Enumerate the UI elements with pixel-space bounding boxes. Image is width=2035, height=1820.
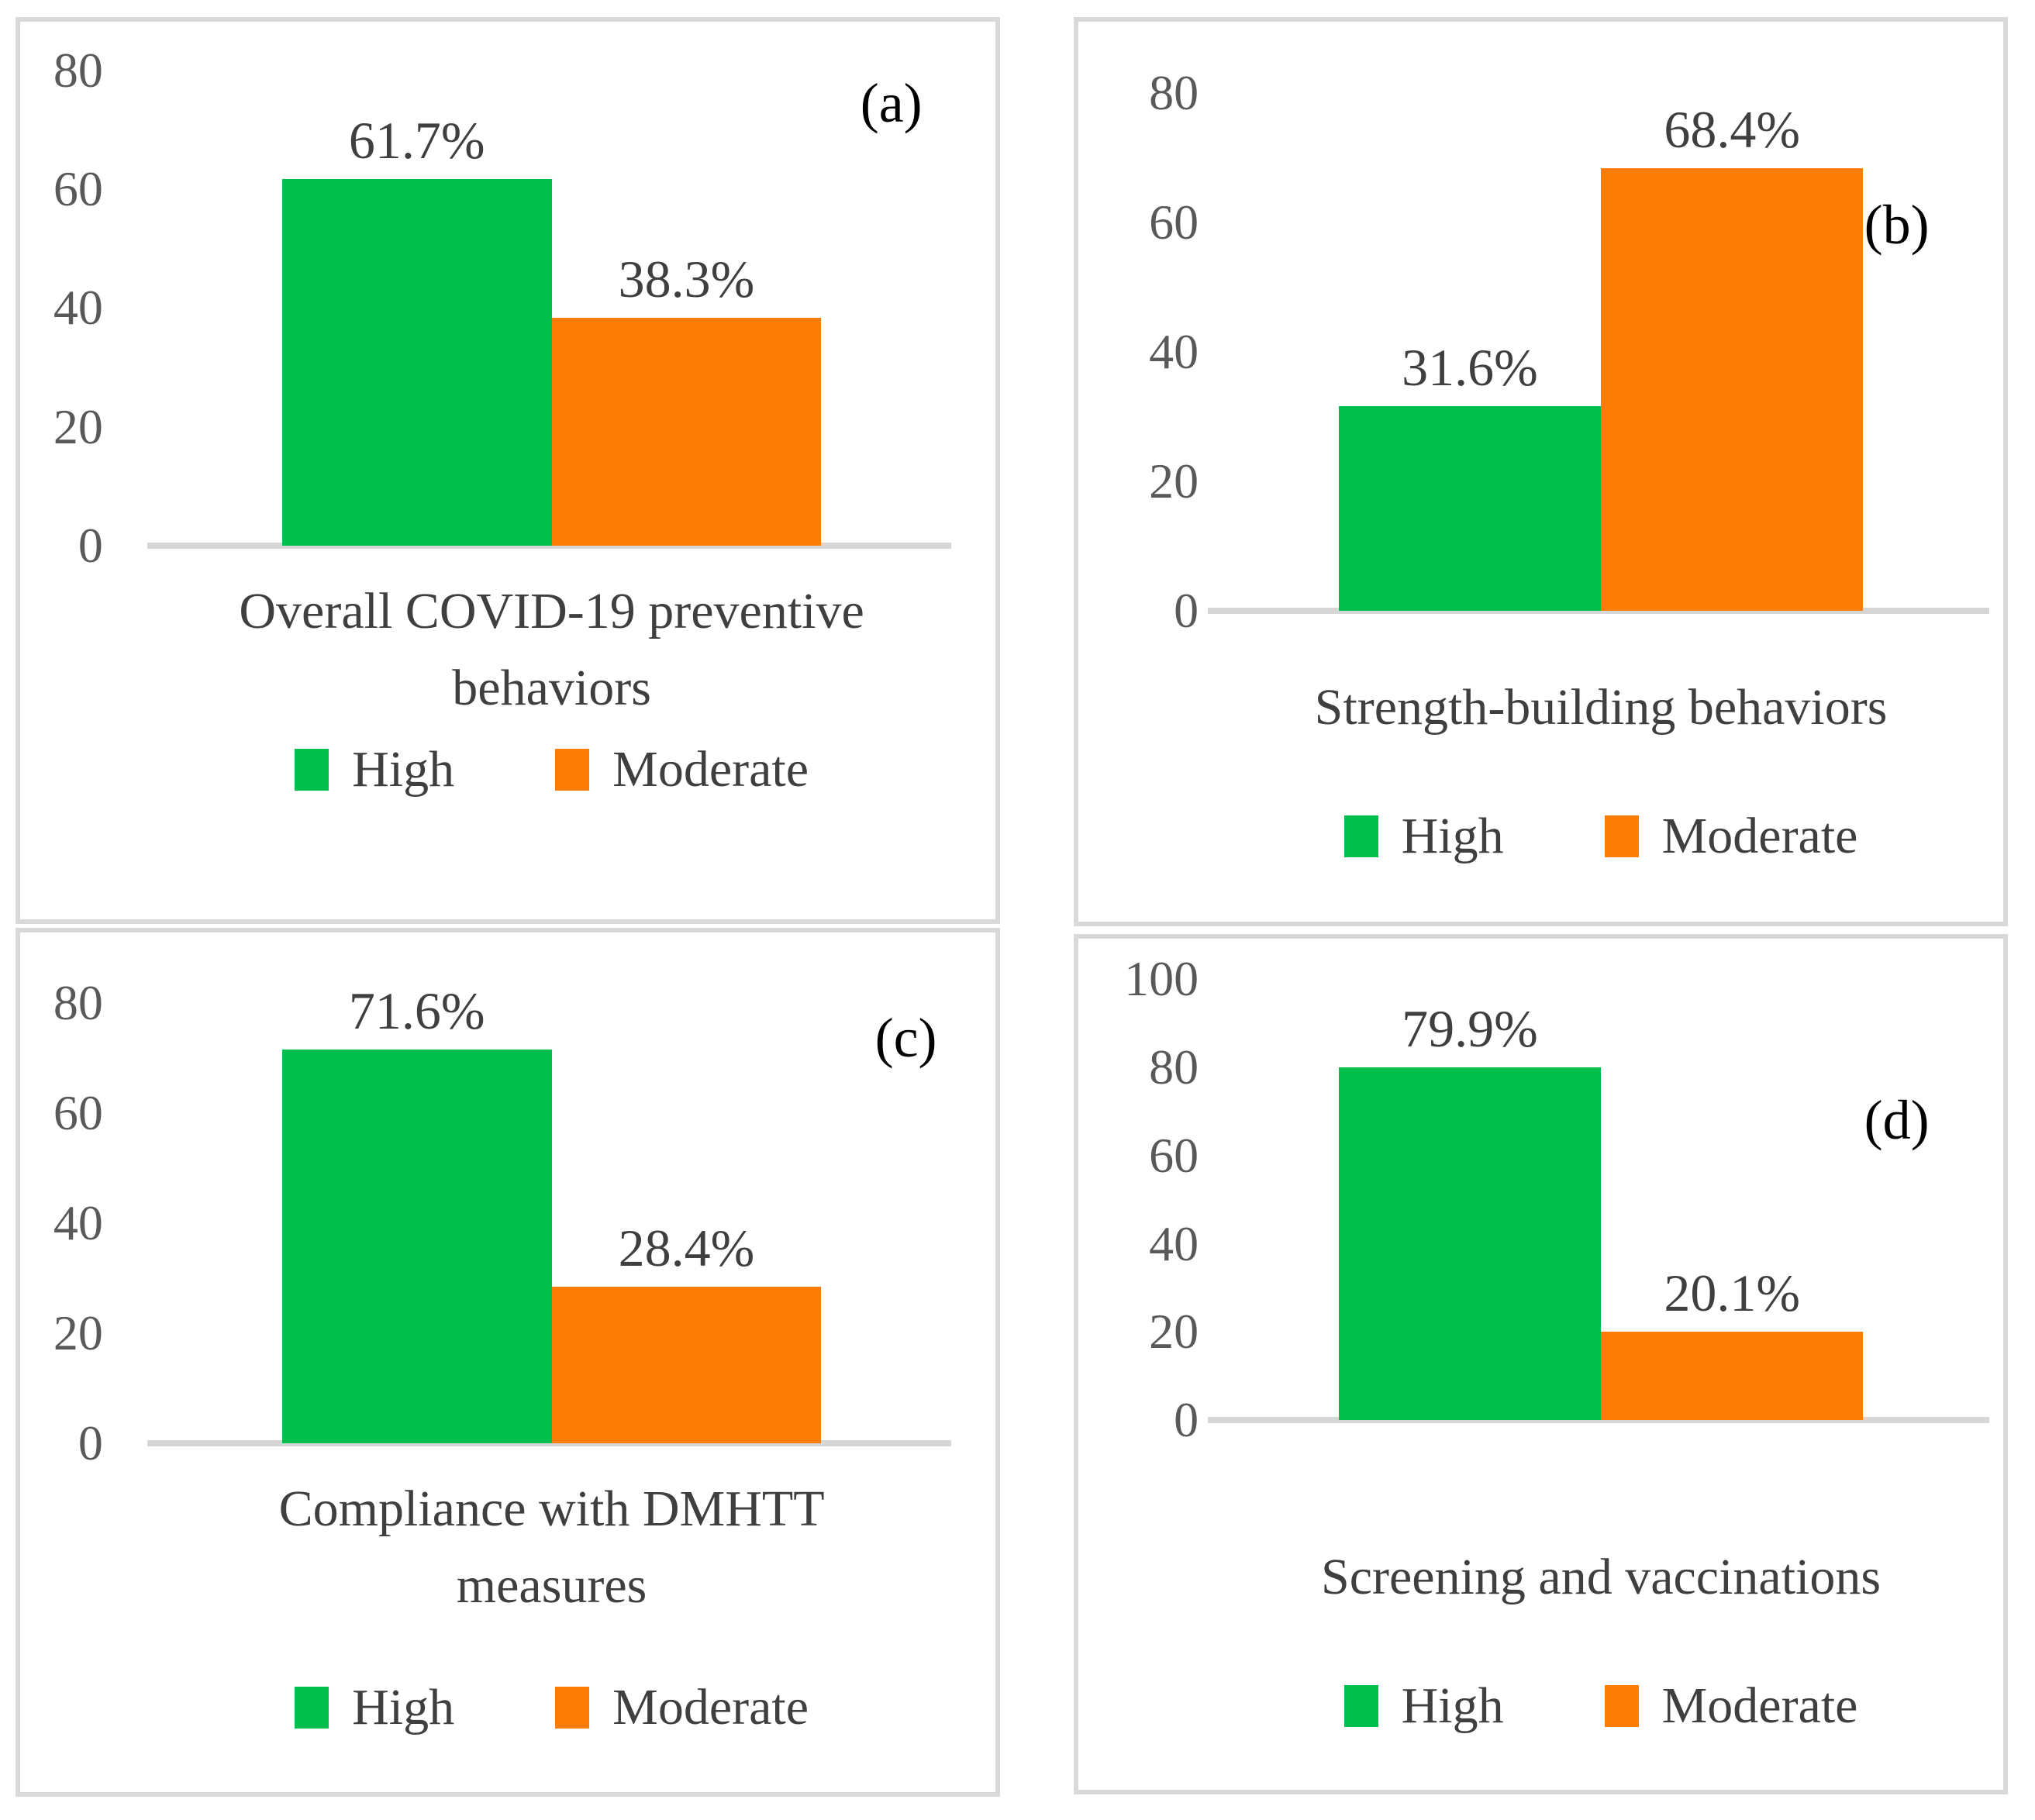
y-tick-label: 60 xyxy=(53,160,103,216)
panel-letter: (a) xyxy=(860,72,923,135)
plot-area: 31.6% 68.4% xyxy=(1226,93,1975,612)
bar-value-label: 28.4% xyxy=(618,1219,755,1278)
y-tick-label: 20 xyxy=(1149,453,1199,509)
chart-title: Screening and vaccinations xyxy=(1226,1539,1975,1615)
x-axis-line xyxy=(147,543,952,550)
chart-title-text: Strength-building behaviors xyxy=(1314,678,1888,736)
bar-high xyxy=(1338,1067,1602,1421)
bar-value-label: 79.9% xyxy=(1402,999,1538,1059)
y-tick-label: 80 xyxy=(53,974,103,1030)
y-tick-label: 60 xyxy=(1149,1127,1199,1183)
legend-swatch-icon xyxy=(1343,815,1378,858)
legend-label: Moderate xyxy=(1661,1677,1858,1735)
bar-value-label: 20.1% xyxy=(1664,1263,1800,1322)
y-tick-label: 40 xyxy=(53,280,103,336)
y-tick-label: 80 xyxy=(1149,1039,1199,1094)
y-axis-ticks: 100 80 60 40 20 0 xyxy=(1078,953,1199,1445)
bar-value-label: 38.3% xyxy=(618,250,755,309)
legend-item-high: High xyxy=(1343,808,1504,865)
chart-title-text: Compliance with DMHTT measures xyxy=(278,1480,825,1615)
legend-swatch-icon xyxy=(555,749,590,791)
y-axis-ticks: 80 60 40 20 0 xyxy=(20,977,103,1467)
legend-swatch-icon xyxy=(1343,1685,1378,1728)
chart-title: Compliance with DMHTT measures xyxy=(167,1470,937,1624)
legend-swatch-icon xyxy=(1604,815,1639,858)
legend-label: High xyxy=(352,1679,455,1736)
y-tick-label: 0 xyxy=(78,1415,103,1470)
panel-d: 100 80 60 40 20 0 79.9% 20.1% (d) Screening an… xyxy=(1074,934,2008,1794)
chart-title: Overall COVID-19 preventive behaviors xyxy=(167,573,937,726)
legend-swatch-icon xyxy=(295,749,329,791)
chart-title: Strength-building behaviors xyxy=(1226,669,1975,746)
y-tick-label: 0 xyxy=(1174,583,1199,639)
y-tick-label: 40 xyxy=(1149,324,1199,380)
bar-value-label: 31.6% xyxy=(1402,338,1538,398)
bar-moderate xyxy=(1601,1331,1864,1421)
y-axis-ticks: 80 60 40 20 0 xyxy=(1078,67,1199,636)
y-tick-label: 60 xyxy=(53,1084,103,1140)
y-tick-label: 20 xyxy=(53,1305,103,1360)
legend-item-moderate: Moderate xyxy=(1604,808,1858,865)
x-axis-line xyxy=(1208,608,1990,615)
legend-item-high: High xyxy=(295,1682,454,1733)
bar-moderate xyxy=(1601,167,1864,612)
y-tick-label: 20 xyxy=(53,398,103,454)
x-axis-line xyxy=(147,1439,952,1446)
y-tick-label: 60 xyxy=(1149,194,1199,250)
y-tick-label: 0 xyxy=(78,518,103,574)
panel-c: 80 60 40 20 0 71.6% 28.4% (c) Compliance with… xyxy=(16,928,1000,1797)
legend-item-moderate: Moderate xyxy=(1604,1677,1858,1735)
legend-swatch-icon xyxy=(555,1687,590,1729)
legend-label: High xyxy=(352,741,455,798)
bar-value-label: 61.7% xyxy=(348,110,485,170)
y-tick-label: 80 xyxy=(1149,64,1199,120)
y-tick-label: 40 xyxy=(1149,1215,1199,1271)
y-tick-label: 20 xyxy=(1149,1304,1199,1360)
x-axis-line xyxy=(1208,1417,1990,1424)
plot-area: 71.6% 28.4% xyxy=(167,984,937,1443)
legend-item-high: High xyxy=(1343,1677,1504,1735)
legend-swatch-icon xyxy=(295,1687,329,1729)
chart-title-text: Overall COVID-19 preventive behaviors xyxy=(239,583,864,716)
y-tick-label: 40 xyxy=(53,1194,103,1250)
legend-label: Moderate xyxy=(612,741,809,798)
legend-label: High xyxy=(1401,808,1504,865)
legend-item-moderate: Moderate xyxy=(555,1682,809,1733)
bar-value-label: 71.6% xyxy=(348,981,485,1040)
plot-area: 79.9% 20.1% xyxy=(1226,979,1975,1421)
plot-area: 61.7% 38.3% xyxy=(167,71,937,546)
panel-b: 80 60 40 20 0 31.6% 68.4% (b) Strength-buildi… xyxy=(1074,17,2008,926)
bar-moderate xyxy=(551,1287,822,1443)
legend-item-high: High xyxy=(295,744,454,795)
bar-moderate xyxy=(551,318,822,546)
legend-swatch-icon xyxy=(1604,1685,1639,1728)
y-tick-label: 100 xyxy=(1124,950,1199,1006)
panel-letter: (d) xyxy=(1864,1088,1930,1151)
bar-value-label: 68.4% xyxy=(1664,99,1800,159)
bar-high xyxy=(281,178,552,546)
legend: High Moderate xyxy=(1226,1680,1975,1732)
legend: High Moderate xyxy=(167,1682,937,1733)
y-tick-label: 0 xyxy=(1174,1392,1199,1448)
y-axis-ticks: 80 60 40 20 0 xyxy=(20,45,103,570)
chart-title-text: Screening and vaccinations xyxy=(1321,1549,1882,1606)
legend-label: High xyxy=(1401,1677,1504,1735)
panel-letter: (b) xyxy=(1864,194,1930,257)
legend-item-moderate: Moderate xyxy=(555,744,809,795)
bar-high xyxy=(1338,406,1602,612)
bar-high xyxy=(281,1049,552,1443)
legend-label: Moderate xyxy=(1661,808,1858,865)
legend-label: Moderate xyxy=(612,1679,809,1736)
legend: High Moderate xyxy=(167,744,937,795)
legend: High Moderate xyxy=(1226,811,1975,862)
y-tick-label: 80 xyxy=(53,42,103,98)
panel-a: 80 60 40 20 0 61.7% 38.3% (a) Overall COVID-1… xyxy=(16,17,1000,924)
panel-letter: (c) xyxy=(874,1006,937,1069)
